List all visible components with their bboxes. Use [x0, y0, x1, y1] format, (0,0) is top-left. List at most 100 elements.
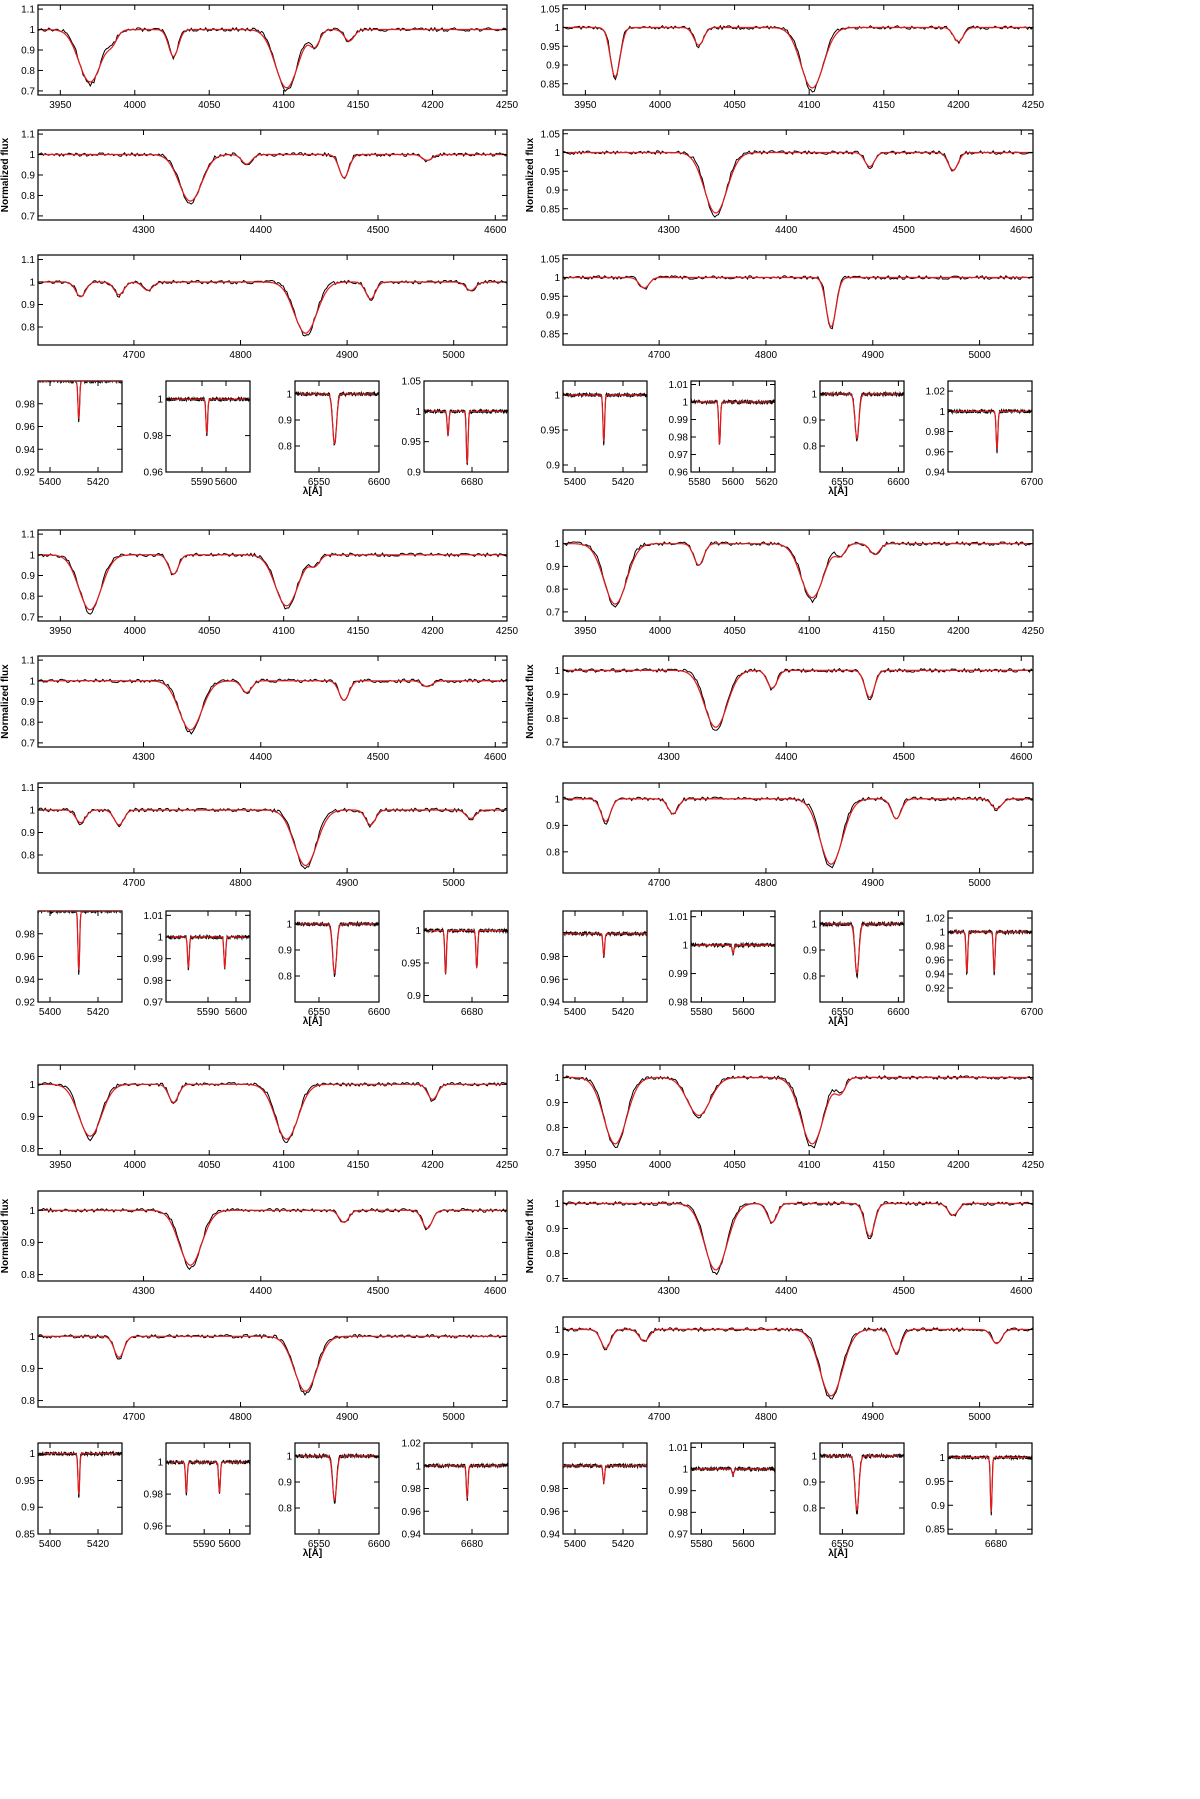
y-tick-label: 1.1: [21, 130, 35, 141]
y-tick-label: 1: [157, 933, 163, 944]
y-tick-label: 0.8: [278, 972, 292, 983]
y-tick-label: 1.05: [541, 129, 561, 140]
y-tick-label: 1: [29, 278, 35, 289]
x-tick-label: 4200: [947, 1160, 970, 1171]
y-tick-label: 1: [554, 794, 560, 805]
panel-frame: [947, 1442, 1033, 1535]
x-tick-label: 4050: [723, 1160, 746, 1171]
y-tick-label: 1: [554, 1199, 560, 1210]
panel-frame: [562, 782, 1034, 874]
x-tick-label: 4300: [658, 752, 681, 763]
x-tick-label: 5620: [755, 477, 778, 488]
y-tick-label: 0.9: [546, 311, 560, 322]
y-tick-label: 0.7: [21, 86, 35, 97]
x-tick-label: 4700: [123, 350, 146, 361]
chart-panel: 3950 4000 4050 4100 4150 4200 4250 0.7 0.8 0.9 1 1.…: [21, 4, 519, 111]
model-spectrum-line: [563, 933, 647, 958]
label-layer: Normalized flux Normalized flux Normaliz…: [0, 137, 848, 1559]
x-tick-label: 4050: [198, 626, 221, 637]
model-spectrum-line: [563, 1465, 647, 1484]
x-tick-label: 5600: [732, 1007, 755, 1018]
y-tick-label: 0.99: [669, 1486, 689, 1497]
model-spectrum-line: [38, 28, 507, 89]
x-axis-title: λ[Å]: [828, 484, 847, 497]
x-tick-label: 6550: [831, 1539, 854, 1550]
model-spectrum-line: [563, 26, 1033, 89]
y-tick-label: 1: [29, 550, 35, 561]
chart-panel: 4300 4400 4500 4600 0.8 0.9 1: [21, 1190, 508, 1297]
y-tick-label: 0.98: [669, 433, 689, 444]
x-tick-label: 4100: [273, 1160, 296, 1171]
x-tick-label: 4500: [893, 1286, 916, 1297]
x-tick-label: 4400: [775, 1286, 798, 1297]
panel-frame: [947, 380, 1033, 473]
y-tick-label: 0.9: [546, 1224, 560, 1235]
y-tick-label: 0.8: [21, 323, 35, 334]
y-tick-label: 0.9: [278, 1478, 292, 1489]
y-tick-label: 0.9: [21, 300, 35, 311]
y-tick-label: 0.98: [669, 998, 689, 1009]
x-tick-label: 4100: [273, 626, 296, 637]
chart-panel: 4700 4800 4900 5000 0.8 0.9 1: [21, 1316, 508, 1423]
y-tick-label: 1: [682, 1465, 688, 1476]
panel-frame: [562, 380, 648, 473]
chart-panel: 4700 4800 4900 5000 0.8 0.9 1: [546, 782, 1034, 889]
y-tick-label: 0.9: [546, 821, 560, 832]
chart-panel: 5400 5420 0.92 0.94 0.96 0.98: [16, 910, 123, 1018]
y-tick-label: 0.98: [144, 431, 164, 442]
x-tick-label: 4300: [132, 225, 155, 236]
x-tick-label: 4200: [421, 626, 444, 637]
x-tick-label: 5420: [87, 477, 110, 488]
panel-frame: [37, 1190, 508, 1282]
chart-panel: 6700 0.94 0.96 0.98 1 1.02: [926, 380, 1044, 488]
model-spectrum-line: [691, 1468, 775, 1477]
y-tick-label: 1.1: [21, 255, 35, 266]
panel-frame: [294, 380, 380, 473]
y-axis-title: Normalized flux: [525, 664, 536, 739]
chart-panel: 4700 4800 4900 5000 0.85 0.9 0.95 1 1.05: [541, 254, 1034, 361]
y-tick-label: 0.9: [21, 171, 35, 182]
observed-spectrum-line: [563, 1200, 1033, 1276]
y-tick-label: 0.98: [402, 1484, 422, 1495]
x-tick-label: 4800: [229, 1412, 252, 1423]
y-tick-label: 1: [29, 676, 35, 687]
chart-panel: 4300 4400 4500 4600 0.7 0.8 0.9 1: [546, 655, 1034, 763]
x-tick-label: 5600: [722, 477, 745, 488]
panel-frame: [37, 254, 508, 346]
model-spectrum-line: [948, 931, 1032, 972]
chart-panel: 3950 4000 4050 4100 4150 4200 4250 0.7 0.8 0.9 1 1.…: [21, 529, 519, 637]
x-tick-label: 5590: [197, 1007, 220, 1018]
y-tick-label: 0.8: [803, 972, 817, 983]
model-spectrum-line: [424, 929, 508, 974]
x-tick-label: 4100: [798, 100, 821, 111]
y-tick-label: 0.94: [926, 468, 946, 479]
y-tick-label: 1: [29, 1332, 35, 1343]
y-tick-label: 1.02: [926, 387, 946, 398]
chart-panel: 3950 4000 4050 4100 4150 4200 4250 0.85 0.9 0.95 1…: [541, 4, 1045, 111]
chart-panel: 6550 6600 0.8 0.9 1: [278, 910, 391, 1018]
y-tick-label: 0.94: [541, 998, 561, 1009]
y-tick-label: 0.9: [21, 1503, 35, 1514]
y-tick-label: 0.96: [669, 468, 689, 479]
x-tick-label: 6550: [308, 477, 331, 488]
y-tick-label: 0.8: [21, 66, 35, 77]
chart-panel: 3950 4000 4050 4100 4150 4200 4250 0.7 0.8 0.9 1: [546, 1064, 1045, 1171]
y-tick-label: 0.9: [803, 946, 817, 957]
chart-panel: 6550 6600 0.8 0.9 1: [803, 380, 910, 488]
y-tick-label: 1.05: [402, 377, 422, 388]
x-tick-label: 4900: [336, 1412, 359, 1423]
y-tick-label: 0.98: [16, 399, 36, 410]
model-spectrum-line: [820, 1455, 904, 1511]
y-tick-label: 0.92: [16, 998, 36, 1009]
chart-panel: 4700 4800 4900 5000 0.7 0.8 0.9 1: [546, 1316, 1034, 1423]
x-tick-label: 4250: [1022, 1160, 1045, 1171]
x-tick-label: 4150: [347, 100, 370, 111]
chart-panel: 4300 4400 4500 4600 0.85 0.9 0.95 1 1.05: [541, 129, 1034, 236]
y-tick-label: 0.99: [669, 969, 689, 980]
chart-panel: 5590 5600 0.96 0.98 1: [144, 380, 251, 488]
x-tick-label: 6600: [368, 1539, 391, 1550]
y-tick-label: 0.96: [16, 952, 36, 963]
y-tick-label: 0.98: [144, 976, 164, 987]
chart-panel: 5580 5600 5620 0.96 0.97 0.98 0.99 1 1.01: [669, 380, 779, 488]
chart-panel: 4700 4800 4900 5000 0.8 0.9 1 1.1: [21, 254, 508, 361]
